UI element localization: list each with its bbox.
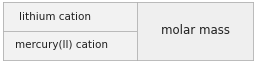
Text: lithium cation: lithium cation <box>19 12 91 22</box>
Text: molar mass: molar mass <box>161 24 230 38</box>
Text: mercury(II) cation: mercury(II) cation <box>15 40 108 50</box>
